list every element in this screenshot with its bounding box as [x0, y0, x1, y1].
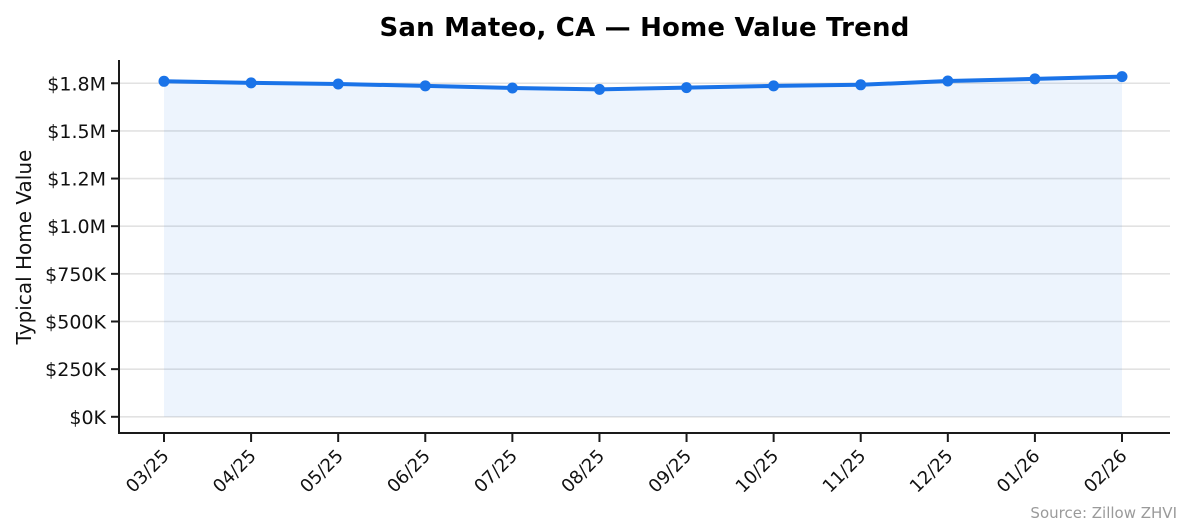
x-tick-label: 07/25 — [470, 446, 522, 498]
x-tick-label: 10/25 — [732, 446, 784, 498]
data-point-marker — [768, 80, 780, 92]
chart-title: San Mateo, CA — Home Value Trend — [379, 13, 910, 43]
x-tick-label: 04/25 — [209, 446, 261, 498]
x-tick-label: 05/25 — [296, 446, 348, 498]
trend-line — [162, 74, 1124, 92]
data-point-marker — [1116, 71, 1128, 83]
y-tick-label: $750K — [45, 264, 106, 286]
x-tick-label: 03/25 — [122, 446, 174, 498]
data-point-marker — [245, 77, 257, 89]
x-tick-label: 01/26 — [993, 446, 1045, 498]
y-tick-label: $1.8M — [47, 73, 106, 95]
data-point-marker — [681, 82, 692, 94]
data-point-marker — [158, 75, 170, 87]
data-point-marker — [419, 80, 431, 92]
source-note: Source: Zillow ZHVI — [1030, 504, 1177, 522]
y-tick-label: $250K — [45, 359, 106, 381]
data-point-marker — [855, 79, 867, 91]
y-tick-label: $1.2M — [47, 169, 106, 191]
y-tick-label: $1.5M — [47, 121, 106, 143]
x-tick-label: 12/25 — [906, 446, 958, 498]
x-tick-label: 11/25 — [819, 446, 871, 498]
x-tick-label: 08/25 — [557, 446, 609, 498]
data-point-marker — [594, 83, 605, 95]
data-point-marker — [942, 75, 954, 87]
data-point-marker — [506, 82, 518, 94]
x-tick-label: 09/25 — [645, 446, 697, 498]
data-point-marker — [1029, 73, 1041, 85]
y-tick-label: $500K — [45, 312, 106, 334]
data-point-marker — [332, 78, 344, 90]
y-tick-label: $0K — [69, 407, 106, 429]
y-tick-label: $1.0M — [47, 216, 106, 238]
x-tick-label: 02/26 — [1080, 446, 1132, 498]
x-tick-label: 06/25 — [383, 446, 435, 498]
area-fill — [164, 76, 1122, 417]
